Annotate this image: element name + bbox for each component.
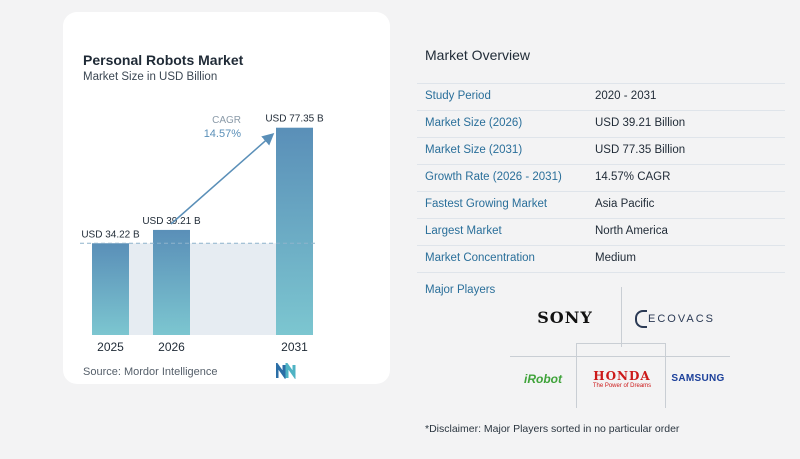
overview-row-label: Market Size (2026) [425, 117, 523, 129]
samsung-logo: SAMSUNG [671, 373, 725, 384]
honda-logo-text: HONDA [593, 369, 651, 383]
overview-row: Market Size (2031) USD 77.35 Billion [417, 137, 785, 164]
bar-2026 [153, 229, 190, 335]
overview-row: Largest Market North America [417, 218, 785, 245]
overview-row: Study Period 2020 - 2031 [417, 83, 785, 110]
overview-row-label: Market Concentration [425, 252, 535, 264]
overview-row-value: USD 39.21 Billion [595, 117, 686, 129]
overview-row-value: 14.57% CAGR [595, 171, 671, 183]
market-overview-panel: Market Overview Study Period 2020 - 2031 M… [400, 0, 800, 459]
overview-row-label: Growth Rate (2026 - 2031) [425, 171, 562, 183]
honda-logo: HONDA The Power of Dreams [580, 370, 664, 390]
overview-title: Market Overview [425, 47, 531, 63]
grid-divider-vertical-top [621, 287, 622, 347]
cagr-arrow [170, 133, 275, 225]
overview-row-label: Market Size (2031) [425, 144, 523, 156]
grid-divider-vertical-left [576, 343, 577, 408]
major-players-label: Major Players [425, 284, 496, 296]
irobot-logo: iRobot [524, 372, 562, 386]
overview-row-label: Study Period [425, 90, 491, 102]
honda-tagline: The Power of Dreams [592, 383, 652, 389]
x-tick-label-2025: 2025 [97, 340, 124, 354]
bar-2025 [92, 243, 129, 335]
data-label-2026: USD 39.21 B [142, 216, 201, 227]
grid-divider-horizontal [510, 356, 730, 357]
disclaimer-text: *Disclaimer: Major Players sorted in no … [425, 423, 680, 435]
chart-title: Personal Robots Market [83, 52, 244, 68]
x-tick-label-2031: 2031 [281, 340, 308, 354]
cagr-label: CAGR [212, 115, 241, 126]
sony-logo: SONY [537, 308, 593, 327]
overview-row-value: Asia Pacific [595, 198, 655, 210]
overview-row: Fastest Growing Market Asia Pacific [417, 191, 785, 218]
overview-row-label: Largest Market [425, 225, 502, 237]
source-text: Source: Mordor Intelligence [83, 366, 218, 378]
overview-row: Market Size (2026) USD 39.21 Billion [417, 110, 785, 137]
ecovacs-logo-text: ECOVACS [648, 313, 715, 325]
overview-row-value: 2020 - 2031 [595, 90, 657, 102]
bar-2031 [276, 127, 313, 336]
mordor-intelligence-logo [276, 363, 296, 379]
grid-divider-honda-top [576, 343, 666, 344]
overview-row: Growth Rate (2026 - 2031) 14.57% CAGR [417, 164, 785, 191]
overview-row-label: Fastest Growing Market [425, 198, 548, 210]
data-label-2025: USD 34.22 B [81, 229, 140, 240]
chart-subtitle: Market Size in USD Billion [83, 71, 218, 83]
overview-row-value: USD 77.35 Billion [595, 144, 686, 156]
grid-divider-vertical-right [665, 343, 666, 408]
data-label-2031: USD 77.35 B [265, 114, 324, 125]
overview-row-value: North America [595, 225, 668, 237]
cagr-value: 14.57% [204, 128, 242, 140]
ecovacs-logo: ECOVACS [635, 310, 715, 328]
table-bottom-border [417, 272, 785, 273]
x-tick-label-2026: 2026 [158, 340, 185, 354]
overview-row-value: Medium [595, 252, 636, 264]
overview-row: Market Concentration Medium [417, 245, 785, 272]
